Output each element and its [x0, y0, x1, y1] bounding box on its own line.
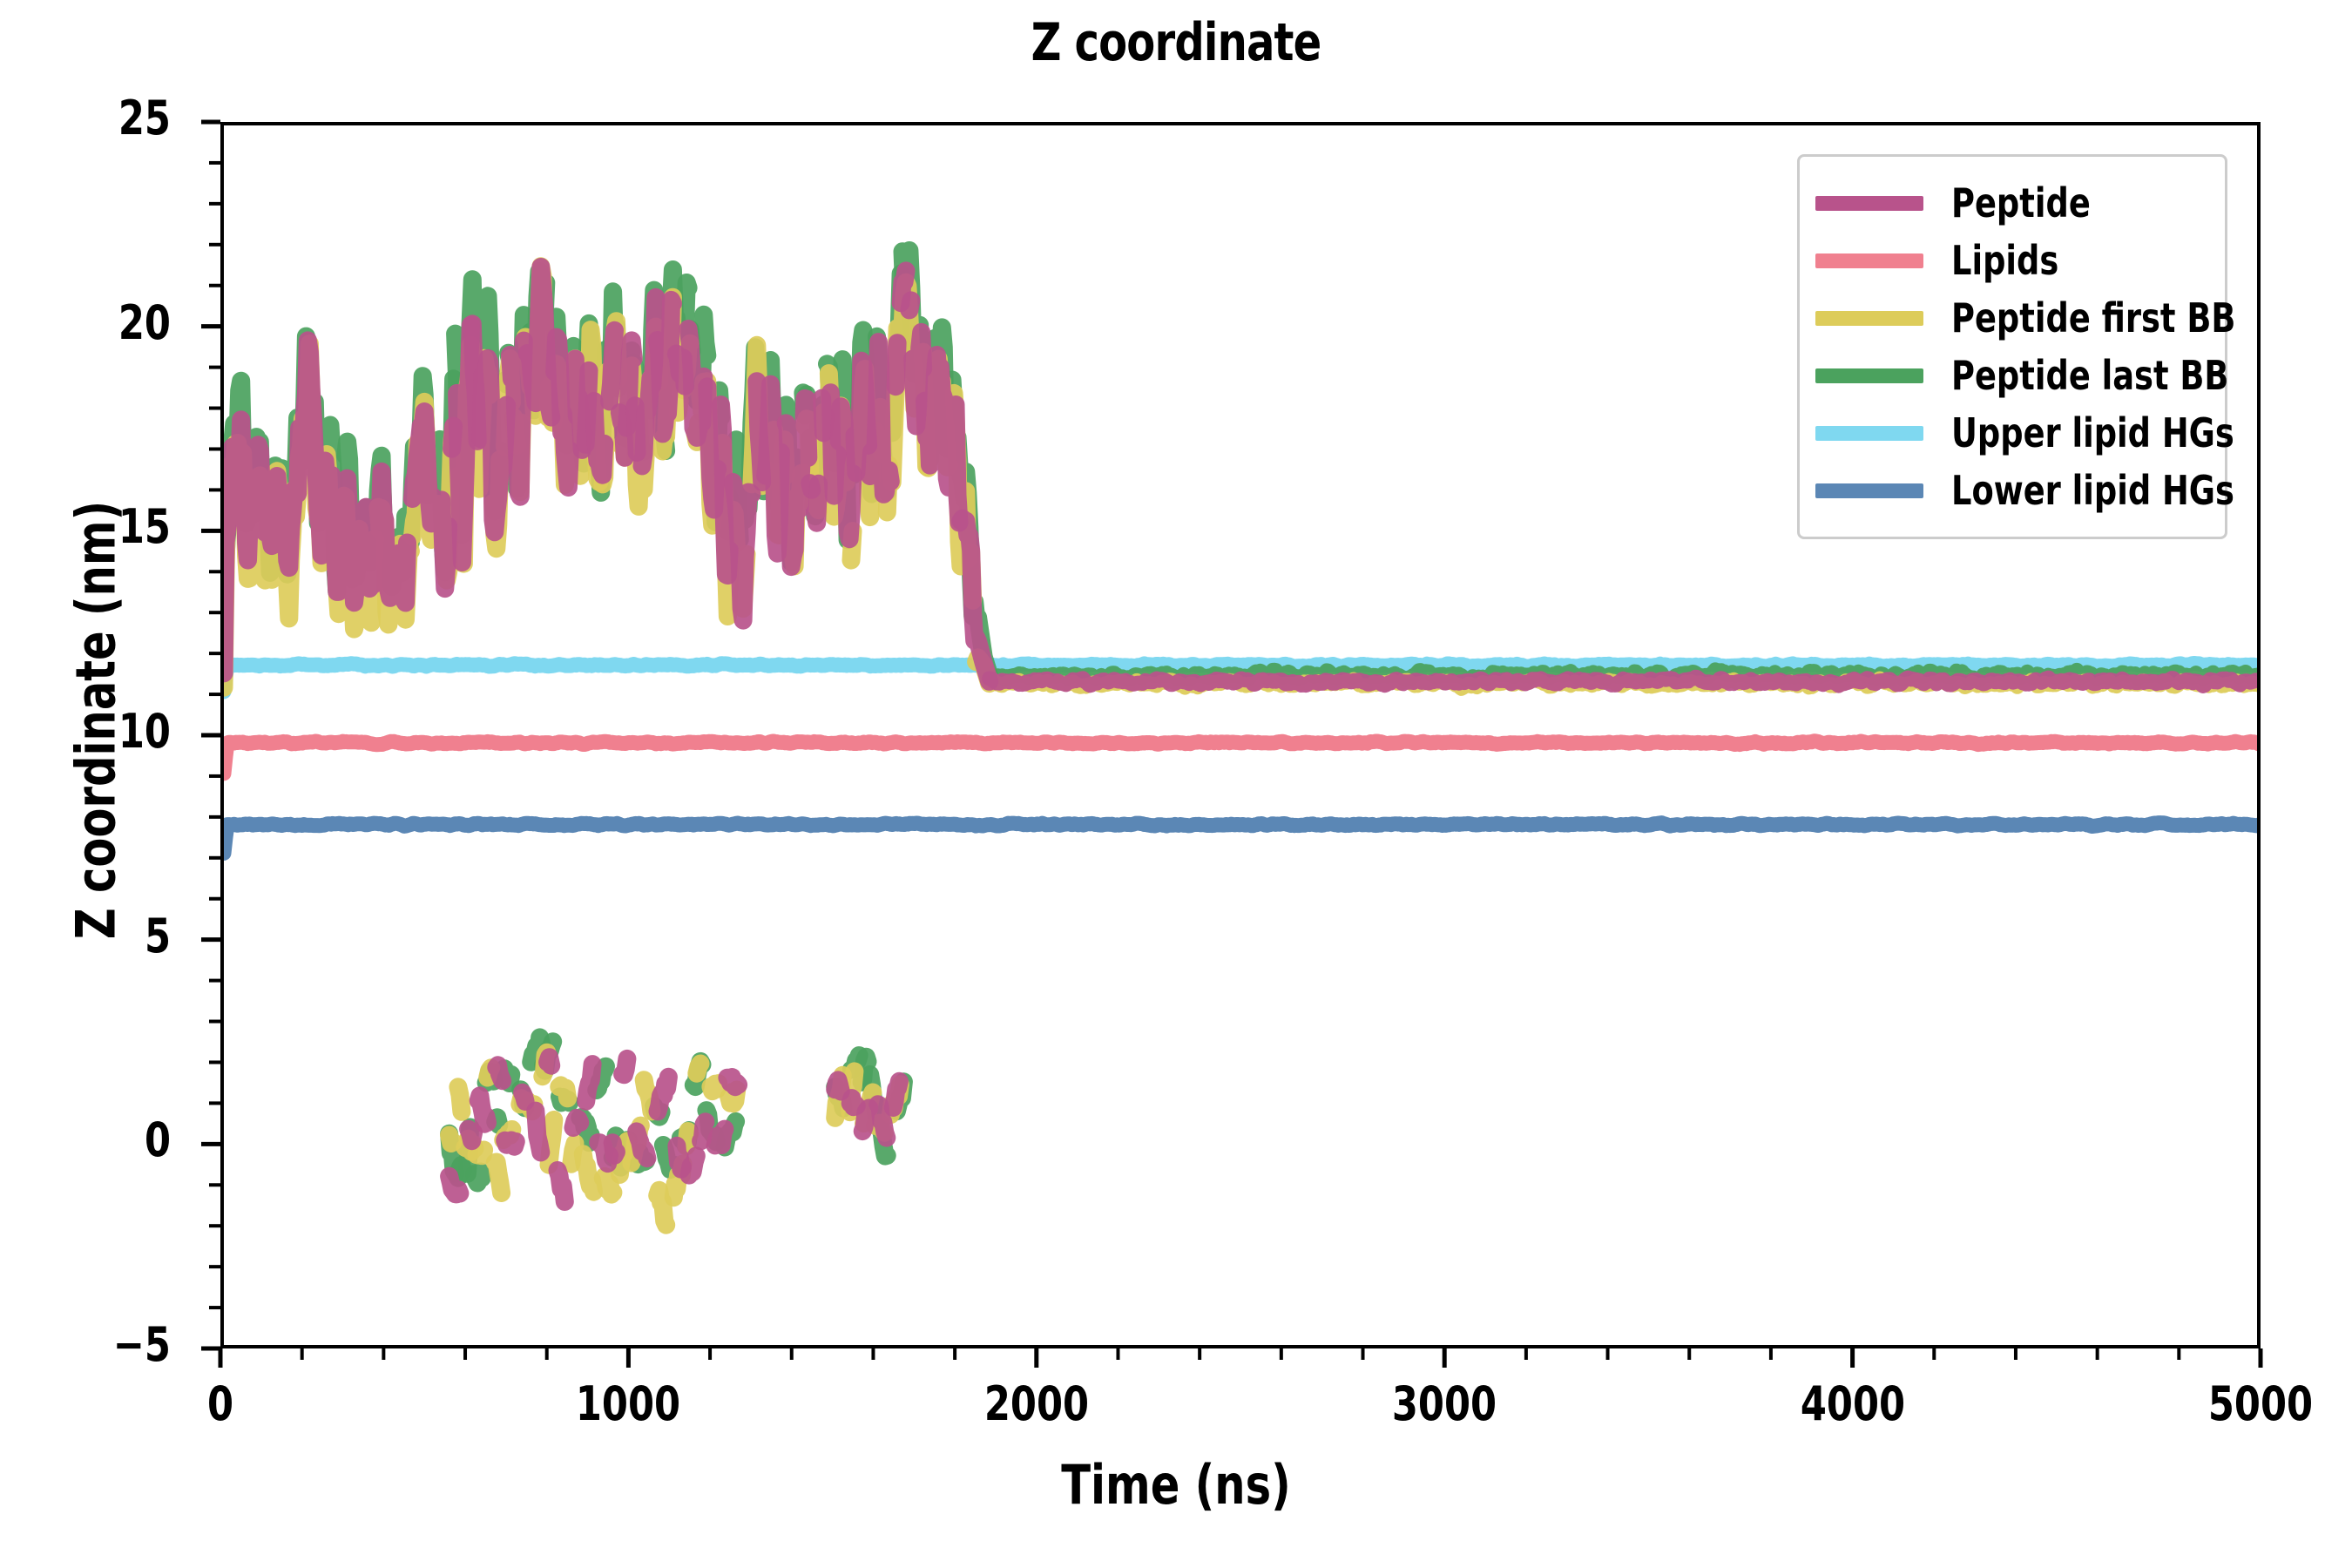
y-tick-label: 15 [118, 499, 171, 555]
legend-label: Peptide last BB [1951, 352, 2229, 399]
x-tick-label: 1000 [576, 1376, 681, 1431]
legend-swatch [1815, 310, 1923, 326]
y-tick-label: 0 [144, 1112, 171, 1168]
legend-item[interactable]: Lipids [1815, 232, 2209, 289]
legend-item[interactable]: Peptide last BB [1815, 347, 2228, 404]
x-tick-label: 4000 [1800, 1376, 1905, 1431]
x-tick-label: 5000 [2207, 1376, 2314, 1431]
y-tick-label: 5 [144, 908, 171, 963]
x-tick-label: 0 [206, 1376, 234, 1431]
legend-swatch [1815, 253, 1923, 268]
legend-swatch [1815, 483, 1923, 498]
legend-swatch [1815, 368, 1923, 383]
legend-swatch [1815, 425, 1923, 441]
chart-legend: Peptide Lipids Peptide first BB Peptide las… [1797, 154, 2235, 539]
legend-item[interactable]: Upper lipid HGs [1815, 404, 2234, 462]
legend-label: Peptide [1951, 179, 2091, 226]
legend-item[interactable]: Lower lipid HGs [1815, 462, 2234, 519]
x-axis-label: Time (ns) [1061, 1453, 1291, 1517]
y-tick-label: 10 [118, 704, 171, 759]
y-tick-label: 20 [118, 294, 171, 350]
legend-label: Peptide first BB [1951, 294, 2236, 341]
page-title: Z coordinate [1031, 12, 1322, 73]
legend-swatch [1815, 195, 1923, 211]
y-tick-label: −5 [112, 1317, 171, 1372]
plot-canvas [224, 241, 2257, 1234]
legend-label: Upper lipid HGs [1951, 409, 2234, 456]
legend-item[interactable]: Peptide first BB [1815, 289, 2235, 347]
legend-label: Lower lipid HGs [1951, 467, 2234, 514]
y-tick-label: 25 [118, 91, 171, 145]
legend-item[interactable]: Peptide [1815, 174, 2209, 232]
x-tick-label: 3000 [1392, 1376, 1497, 1431]
x-tick-label: 2000 [983, 1376, 1089, 1431]
legend-label: Lipids [1951, 237, 2059, 284]
